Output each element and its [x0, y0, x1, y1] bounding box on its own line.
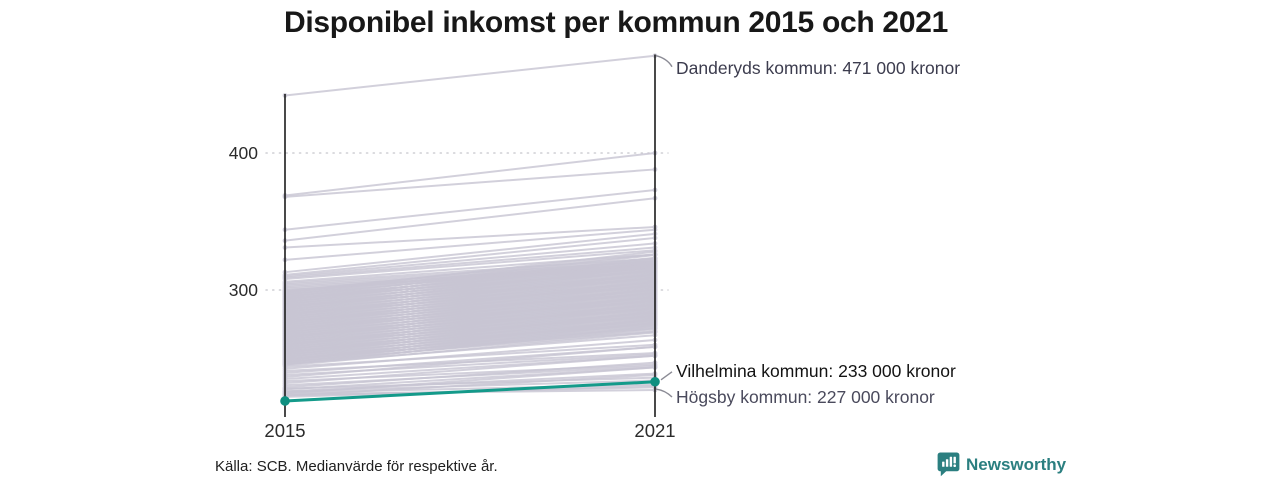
brand-name: Newsworthy: [966, 454, 1067, 474]
brand-lockup: Newsworthy: [937, 452, 1066, 477]
annotation-hogsby: Högsby kommun: 227 000 kronor: [676, 387, 935, 407]
annotation-vilhelmina: Vilhelmina kommun: 233 000 kronor: [676, 361, 956, 381]
x-axis-tick-2021: 2021: [634, 420, 676, 441]
annotation-danderyd: Danderyds kommun: 471 000 kronor: [676, 58, 961, 78]
source-note: Källa: SCB. Medianvärde för respektive å…: [215, 458, 498, 475]
x-axis-tick-2015: 2015: [264, 420, 306, 441]
newsworthy-logo-icon: [937, 452, 960, 477]
chart-title: Disponibel inkomst per kommun 2015 och 2…: [284, 6, 948, 39]
y-axis-tick-400: 400: [228, 143, 258, 163]
y-axis-tick-300: 300: [228, 280, 258, 300]
